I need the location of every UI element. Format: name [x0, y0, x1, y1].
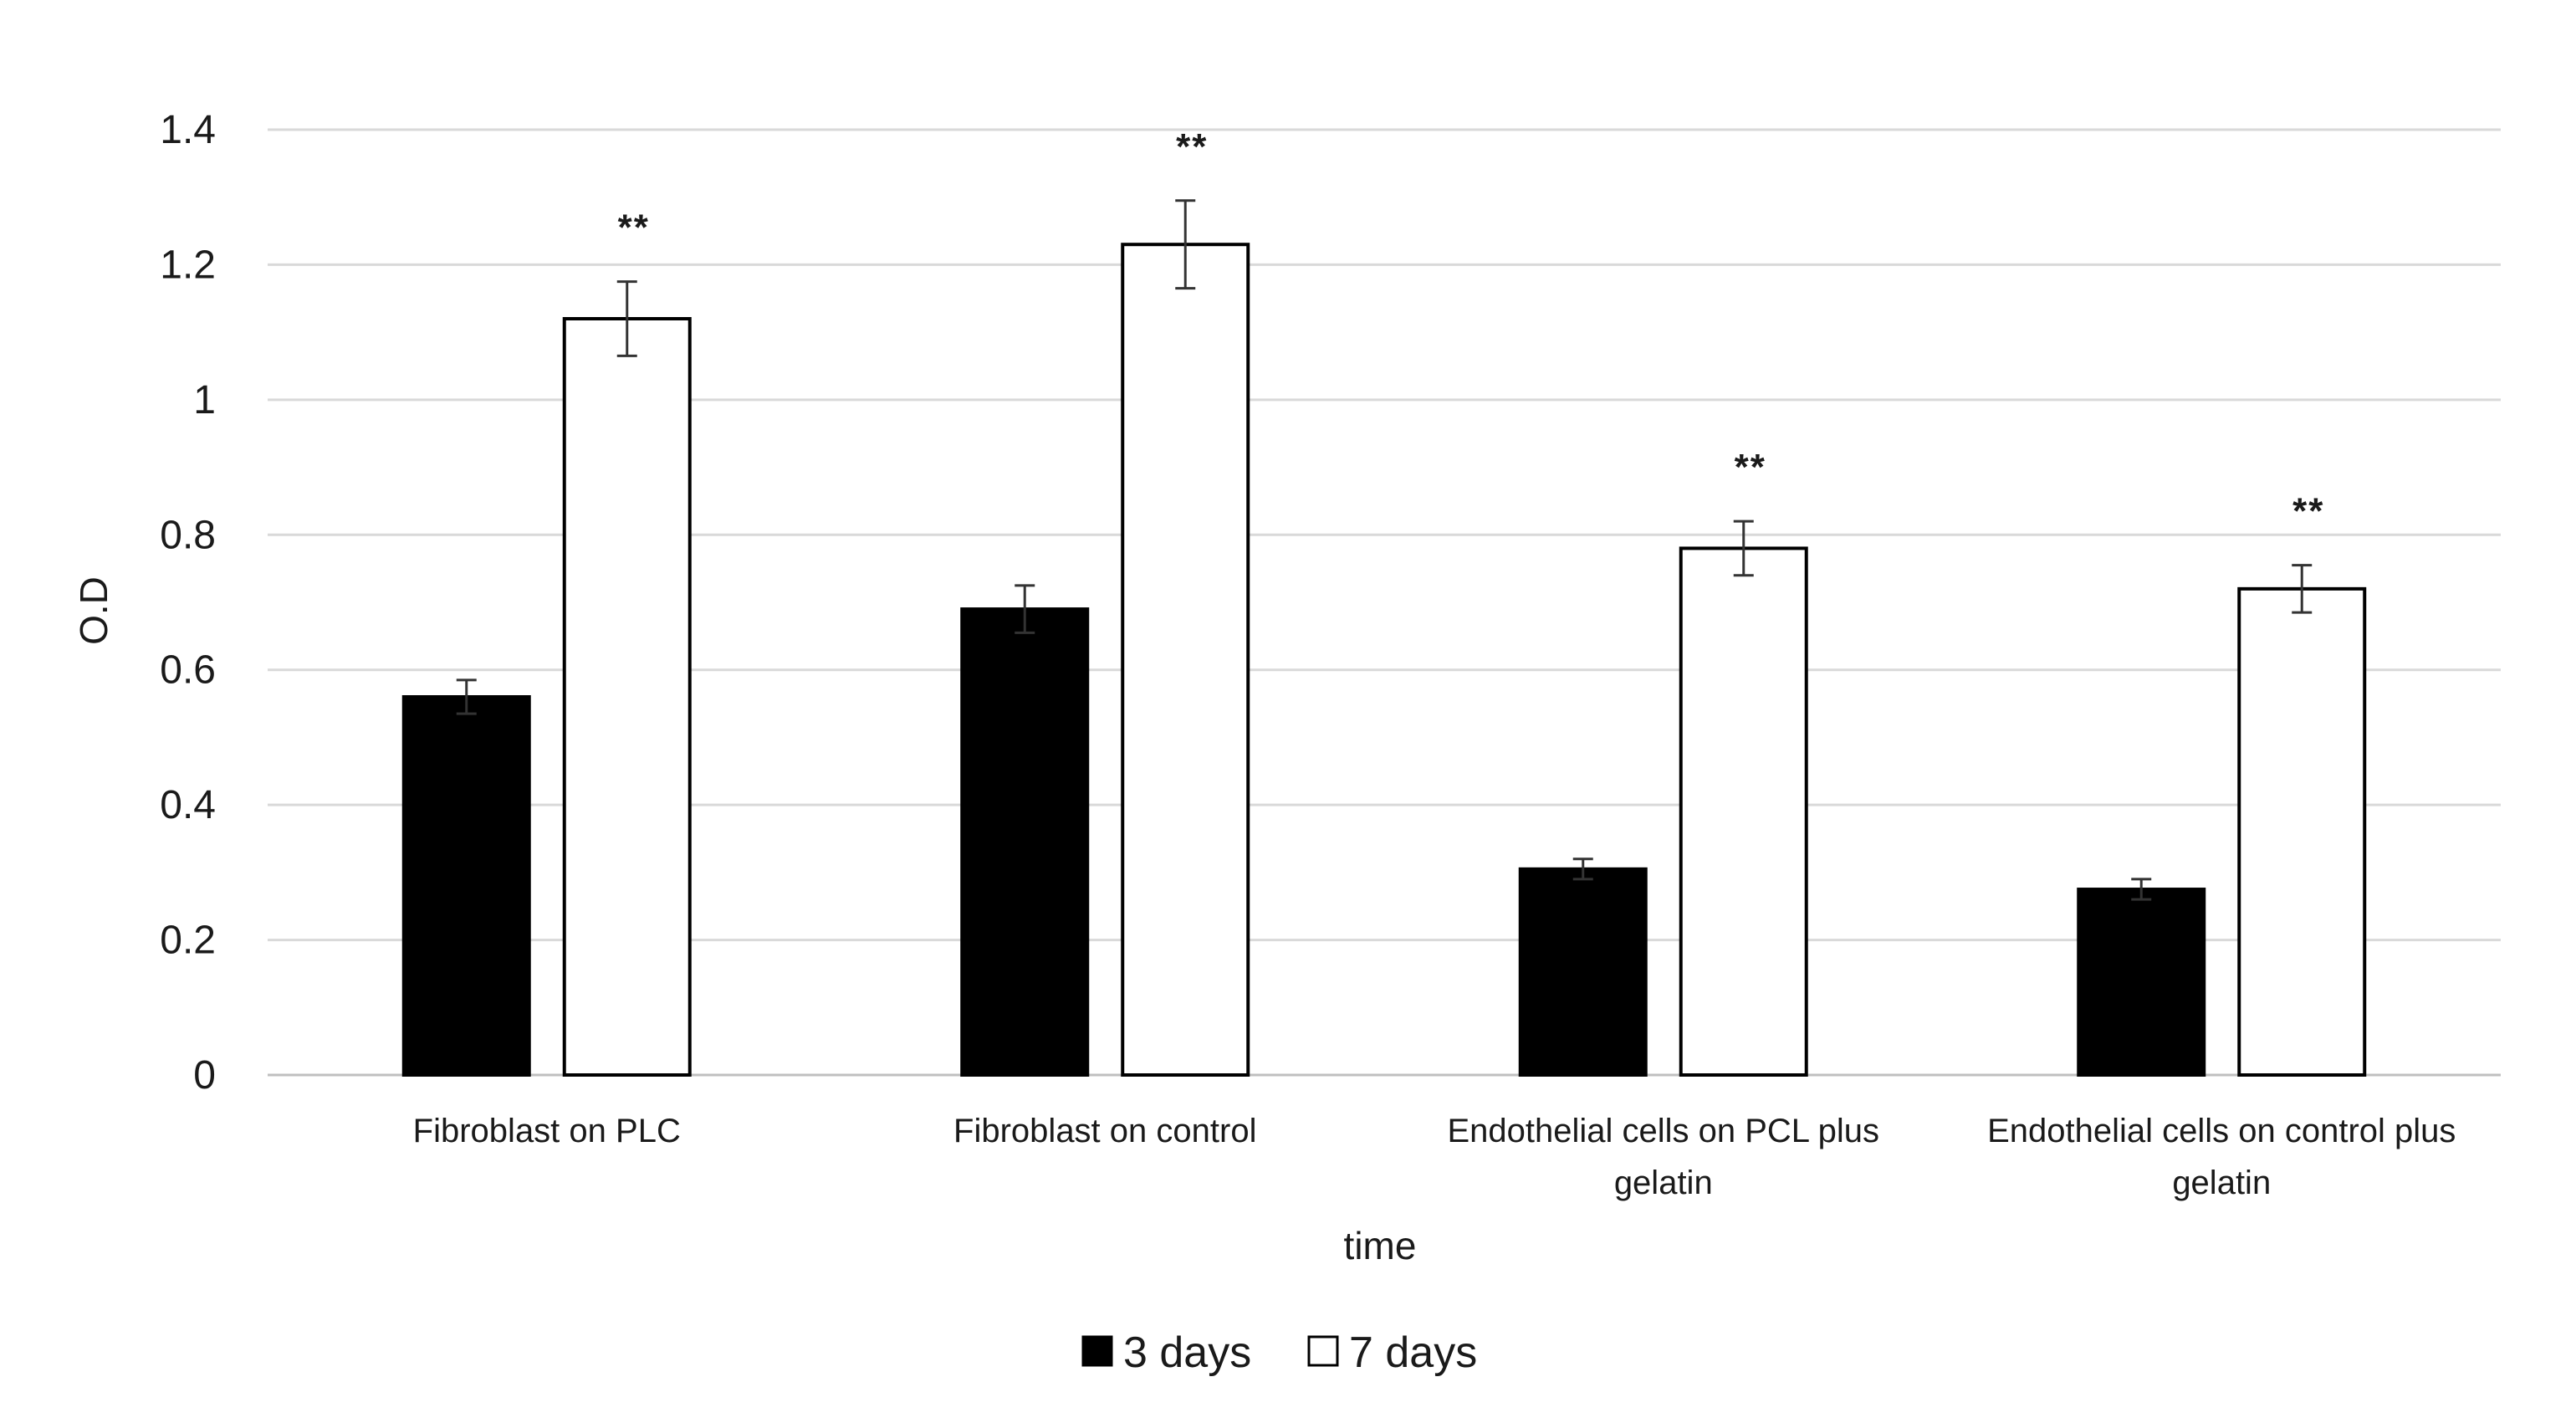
bar: [2077, 888, 2206, 1077]
legend-label: 3 days: [1123, 1328, 1251, 1377]
y-axis-title: O.D: [72, 576, 115, 645]
bars: [401, 243, 2367, 1077]
significance-label: **: [1176, 126, 1208, 167]
y-tick-label: 1.4: [160, 108, 216, 152]
legend-swatch: [1307, 1335, 1339, 1367]
y-axis-ticks: 0 0.2 0.4 0.6 0.8 1 1.2 1.4: [160, 108, 216, 1098]
y-tick-label: 0.4: [160, 783, 216, 827]
y-tick-label: 0.2: [160, 919, 216, 963]
bar: [401, 695, 531, 1077]
legend: 3 days 7 days: [1081, 1328, 1477, 1377]
x-tick-label: Endothelial cells on PCL plus: [1447, 1113, 1879, 1149]
bar: [2237, 586, 2367, 1077]
y-tick-label: 0: [193, 1053, 216, 1098]
bar: [562, 317, 692, 1077]
bar: [960, 607, 1090, 1077]
x-tick-label: Endothelial cells on control plus: [1987, 1113, 2456, 1149]
x-axis-category-labels: Fibroblast on PLC Fibroblast on control En…: [413, 1113, 2456, 1201]
y-tick-label: 1.2: [160, 243, 216, 287]
x-tick-label: gelatin: [2172, 1165, 2271, 1201]
x-tick-label: gelatin: [1614, 1165, 1713, 1201]
x-tick-label: Fibroblast on control: [953, 1113, 1256, 1149]
bar: [1679, 546, 1808, 1077]
y-tick-label: 0.6: [160, 648, 216, 693]
bar: [1518, 867, 1648, 1077]
y-tick-label: 1: [193, 378, 216, 422]
error-bars: [456, 199, 2313, 901]
significance-labels: ** ** ** **: [618, 126, 2324, 532]
significance-label: **: [2292, 491, 2324, 532]
significance-label: **: [618, 207, 650, 248]
y-tick-label: 0.8: [160, 513, 216, 557]
x-axis-title: time: [1344, 1224, 1417, 1267]
x-tick-label: Fibroblast on PLC: [413, 1113, 681, 1149]
legend-label: 7 days: [1349, 1328, 1477, 1377]
legend-swatch: [1081, 1335, 1113, 1367]
significance-label: **: [1735, 447, 1766, 488]
bar: [1121, 243, 1250, 1077]
